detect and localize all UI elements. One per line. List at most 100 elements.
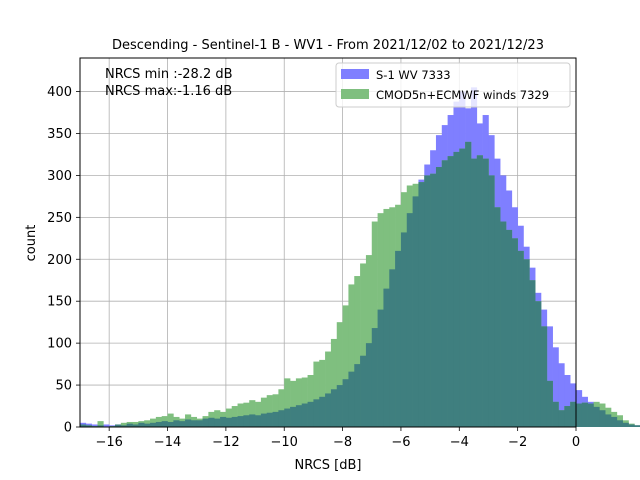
- bar-overlap: [400, 232, 408, 427]
- nrcs-min-annotation: NRCS min :-28.2 dB: [105, 67, 233, 82]
- bar-overlap: [167, 421, 174, 427]
- bar-overlap: [447, 156, 454, 427]
- bar-overlap: [336, 385, 343, 427]
- bar-overlap: [138, 422, 145, 427]
- bar-cmod5n: [354, 276, 361, 427]
- y-axis-label: count: [24, 225, 39, 262]
- bar-overlap: [115, 424, 122, 427]
- bar-s1-wv: [546, 326, 553, 427]
- bar-overlap: [290, 406, 297, 427]
- bar-overlap: [634, 425, 640, 427]
- bar-overlap: [97, 425, 104, 427]
- bar-overlap: [435, 167, 443, 428]
- y-tick-label: 150: [47, 295, 72, 310]
- bar-overlap: [418, 182, 425, 427]
- y-tick-label: 100: [47, 337, 72, 352]
- bar-cmod5n: [272, 394, 279, 427]
- bar-cmod5n: [301, 377, 308, 427]
- bar-overlap: [260, 413, 268, 427]
- bar-s1-wv: [558, 363, 565, 427]
- bar-overlap: [155, 421, 162, 427]
- bar-cmod5n: [167, 413, 174, 427]
- bar-overlap: [465, 141, 472, 427]
- x-tick-label: 0: [572, 435, 580, 450]
- bar-overlap: [225, 417, 233, 427]
- x-axis-ticks: −16 −14 −12 −10 −8 −6 −4 −2 0: [95, 427, 580, 450]
- x-tick-label: −16: [95, 435, 122, 450]
- bar-s1-wv: [564, 375, 571, 427]
- bar-overlap: [395, 250, 402, 427]
- bar-cmod5n: [295, 378, 303, 427]
- bar-cmod5n: [284, 378, 291, 427]
- bar-cmod5n: [325, 351, 332, 427]
- bar-overlap: [214, 418, 221, 427]
- bar-overlap: [120, 425, 127, 427]
- y-tick-label: 250: [47, 211, 72, 226]
- bar-cmod5n: [290, 380, 297, 427]
- bar-overlap: [412, 196, 419, 427]
- bar-cmod5n: [237, 403, 244, 427]
- chart-title: Descending - Sentinel-1 B - WV1 - From 2…: [112, 38, 544, 53]
- bar-cmod5n: [307, 375, 314, 427]
- bar-overlap: [517, 250, 524, 427]
- x-tick-label: −14: [154, 435, 181, 450]
- bar-cmod5n: [365, 255, 373, 427]
- bar-cmod5n: [255, 401, 262, 427]
- bar-cmod5n: [313, 361, 320, 427]
- bar-overlap: [505, 229, 513, 427]
- bar-overlap: [325, 393, 332, 427]
- bar-s1-wv: [91, 424, 98, 427]
- bar-overlap: [535, 301, 542, 427]
- bar-overlap: [406, 213, 413, 427]
- bar-overlap: [424, 175, 431, 427]
- bar-overlap: [622, 422, 629, 427]
- bar-cmod5n: [97, 421, 104, 427]
- y-tick-label: 400: [47, 85, 72, 100]
- bar-overlap: [185, 419, 192, 427]
- bar-overlap: [500, 221, 507, 427]
- y-tick-label: 50: [55, 379, 72, 394]
- bar-overlap: [202, 418, 209, 427]
- bar-overlap: [330, 389, 338, 427]
- bar-overlap: [371, 328, 378, 427]
- legend: S-1 WV 7333 CMOD5n+ECMWF winds 7329: [335, 62, 571, 108]
- bar-overlap: [459, 148, 466, 427]
- bar-overlap: [243, 415, 250, 427]
- bar-overlap: [488, 175, 495, 427]
- bar-overlap: [546, 380, 553, 427]
- y-tick-label: 0: [64, 421, 72, 436]
- bar-overlap: [220, 416, 227, 427]
- x-tick-label: −6: [391, 435, 410, 450]
- legend-swatch-s1-wv: [341, 69, 369, 79]
- bar-cmod5n: [342, 305, 349, 427]
- bar-overlap: [237, 416, 244, 427]
- bar-overlap: [126, 423, 133, 427]
- bar-overlap: [570, 401, 577, 427]
- y-axis-ticks: 0 50 100 150 200 250 300 350 400: [47, 85, 80, 436]
- legend-swatch-cmod5n: [341, 89, 369, 99]
- bar-overlap: [173, 420, 180, 427]
- y-tick-label: 350: [47, 127, 72, 142]
- bar-overlap: [144, 423, 151, 427]
- bar-cmod5n: [266, 395, 273, 427]
- bar-overlap: [360, 355, 367, 427]
- bar-overlap: [523, 259, 530, 427]
- bar-overlap: [453, 151, 460, 427]
- legend-label-cmod5n: CMOD5n+ECMWF winds 7329: [376, 88, 549, 102]
- bar-overlap: [190, 420, 198, 427]
- bar-cmod5n: [260, 397, 268, 427]
- bar-overlap: [307, 401, 314, 427]
- bar-s1-wv: [552, 347, 559, 427]
- bar-overlap: [529, 280, 536, 427]
- bar-cmod5n: [231, 406, 238, 427]
- bar-overlap: [511, 238, 518, 427]
- overlap-bars: [80, 141, 640, 428]
- bar-overlap: [295, 405, 303, 427]
- bar-s1-wv: [103, 424, 110, 427]
- bar-cmod5n: [249, 400, 256, 427]
- bar-overlap: [470, 158, 478, 428]
- nrcs-max-annotation: NRCS max:-1.16 dB: [105, 84, 232, 99]
- bar-overlap: [576, 403, 583, 427]
- bar-overlap: [85, 425, 92, 427]
- x-tick-label: −10: [271, 435, 298, 450]
